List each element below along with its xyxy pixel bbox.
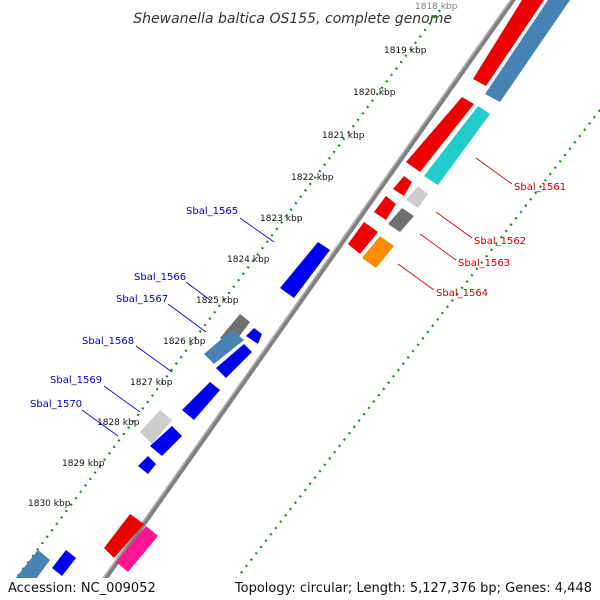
gene-arrow[interactable] [473, 0, 544, 86]
map-title: Shewanella baltica OS155, complete genom… [133, 11, 452, 27]
accession-text: Accession: NC_009052 [8, 581, 156, 596]
tick-dots-inner [0, 9, 441, 600]
map-footer: Accession: NC_009052 Topology: circular;… [0, 578, 600, 600]
gene-label[interactable]: Sbal_1565 [186, 206, 238, 217]
kbp-label: 1825 kbp [196, 296, 239, 306]
kbp-label: 1822 kbp [291, 173, 334, 183]
kbp-label: 1819 kbp [384, 46, 427, 56]
backbone-highlight [87, 0, 512, 600]
gene-arrow[interactable] [374, 196, 396, 220]
gene-arrow[interactable] [362, 236, 394, 268]
reverse-strand-genes [104, 0, 570, 572]
gene-arrow[interactable] [388, 208, 414, 232]
kbp-label: 1818 kbp [415, 2, 458, 12]
leader-lines-reverse [397, 157, 513, 291]
gene-label[interactable]: Sbal_1567 [116, 294, 168, 305]
gene-arrow[interactable] [485, 0, 570, 102]
gene-label[interactable]: Sbal_1562 [474, 236, 526, 247]
gene-arrow[interactable] [406, 97, 474, 172]
kbp-label: 1826 kbp [163, 337, 206, 347]
backbone-track [87, 0, 516, 600]
gene-label[interactable]: Sbal_1563 [458, 258, 510, 269]
kbp-label: 1823 kbp [260, 214, 303, 224]
gene-label[interactable]: Sbal_1564 [436, 288, 488, 299]
gene-arrow[interactable] [406, 186, 428, 208]
kbp-label: 1821 kbp [322, 131, 365, 141]
gene-arrow[interactable] [348, 222, 378, 254]
kbp-label: 1830 kbp [28, 499, 71, 509]
gene-label[interactable]: Sbal_1561 [514, 182, 566, 193]
gene-arrow[interactable] [116, 526, 158, 572]
gene-label[interactable]: Sbal_1569 [50, 375, 102, 386]
gene-arrow[interactable] [204, 330, 244, 364]
kbp-label: 1820 kbp [353, 88, 396, 98]
gene-arrow[interactable] [52, 550, 76, 576]
kbp-label: 1827 kbp [130, 378, 173, 388]
gene-arrow[interactable] [104, 514, 144, 558]
gene-label[interactable]: Sbal_1566 [134, 272, 186, 283]
gene-arrow[interactable] [216, 344, 252, 378]
kbp-label: 1824 kbp [227, 255, 270, 265]
gene-label[interactable]: Sbal_1568 [82, 336, 134, 347]
leader-lines-forward [81, 217, 275, 437]
gene-arrow[interactable] [424, 106, 490, 185]
kbp-label: 1829 kbp [62, 459, 105, 469]
kbp-label: 1828 kbp [97, 418, 140, 428]
gene-arrow[interactable] [182, 382, 220, 420]
gene-arrow[interactable] [280, 242, 330, 298]
gene-label[interactable]: Sbal_1570 [30, 399, 82, 410]
gene-arrow[interactable] [393, 176, 412, 196]
backbone-line [87, 0, 516, 600]
genome-stats-text: Topology: circular; Length: 5,127,376 bp… [234, 581, 592, 596]
gene-arrow[interactable] [246, 328, 262, 344]
kbp-scale: 1818 kbp 1819 kbp 1820 kbp 1821 kbp 1822… [28, 2, 458, 509]
gene-arrow[interactable] [138, 456, 156, 474]
gene-arrow[interactable] [140, 410, 172, 444]
gene-arrow[interactable] [150, 426, 182, 456]
gene-labels-reverse: Sbal_1561 Sbal_1562 Sbal_1563 Sbal_1564 [436, 182, 566, 299]
gene-labels-forward: Sbal_1565 Sbal_1566 Sbal_1567 Sbal_1568 … [30, 206, 238, 410]
